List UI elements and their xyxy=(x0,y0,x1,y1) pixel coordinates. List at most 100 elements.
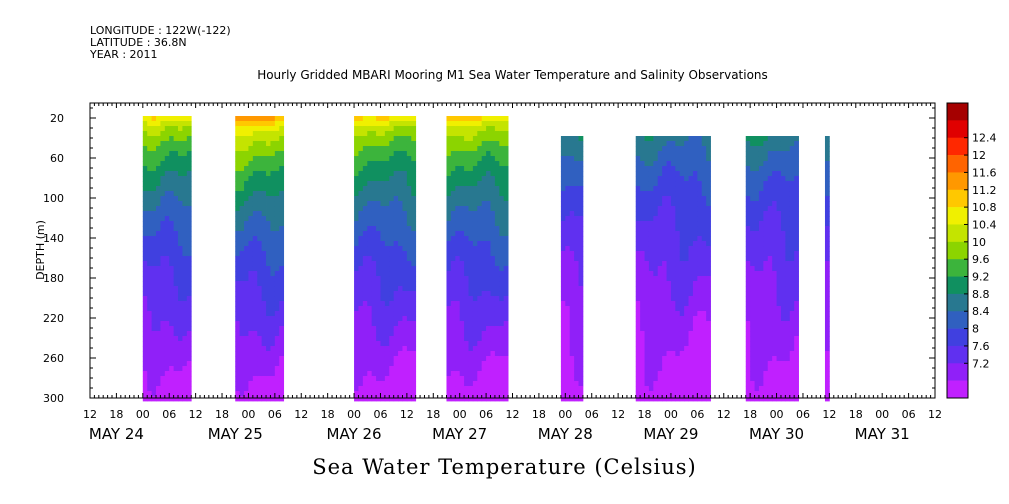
date-label: MAY 28 xyxy=(538,425,593,443)
x-tick-label: 00 xyxy=(664,408,678,421)
x-tick-label: 18 xyxy=(321,408,335,421)
x-tick-label: 00 xyxy=(241,408,255,421)
variable-label: Sea Water Temperature (Celsius) xyxy=(312,455,697,479)
x-tick-label: 12 xyxy=(83,408,97,421)
colorbar-swatch xyxy=(947,328,968,347)
date-label: MAY 30 xyxy=(749,425,804,443)
x-tick-label: 06 xyxy=(268,408,282,421)
colorbar-label: 10.8 xyxy=(972,201,997,214)
colorbar-label: 7.6 xyxy=(972,340,990,353)
x-tick-label: 06 xyxy=(690,408,704,421)
date-label: MAY 29 xyxy=(643,425,698,443)
colorbar-label: 11.2 xyxy=(972,184,997,197)
y-tick-label: 180 xyxy=(43,272,64,285)
latitude-label: LATITUDE : 36.8N xyxy=(90,36,187,49)
x-tick-label: 00 xyxy=(770,408,784,421)
x-tick-label: 12 xyxy=(506,408,520,421)
x-tick-label: 00 xyxy=(453,408,467,421)
colorbar-label: 10 xyxy=(972,236,986,249)
colorbar-label: 9.6 xyxy=(972,253,990,266)
colorbar-label: 10.4 xyxy=(972,218,997,231)
colorbar-swatch xyxy=(947,189,968,208)
colorbar-swatch xyxy=(947,241,968,260)
date-label: MAY 31 xyxy=(855,425,910,443)
x-tick-label: 06 xyxy=(585,408,599,421)
colorbar-swatch xyxy=(947,172,968,191)
data-block xyxy=(824,136,830,402)
y-tick-label: 260 xyxy=(43,352,64,365)
x-tick-label: 18 xyxy=(849,408,863,421)
x-tick-label: 06 xyxy=(373,408,387,421)
colorbar-swatch xyxy=(947,276,968,295)
x-tick-label: 12 xyxy=(928,408,942,421)
colorbar-swatch xyxy=(947,120,968,138)
year-label: YEAR : 2011 xyxy=(90,48,158,61)
x-axis: 12 18 00 06 12 18 00 06 12 18 00 06 12 18 00 06 12 18 00 06… xyxy=(83,103,942,443)
x-tick-label: 00 xyxy=(875,408,889,421)
colorbar-label: 8.8 xyxy=(972,288,990,301)
x-tick-label: 12 xyxy=(822,408,836,421)
x-tick-label: 06 xyxy=(902,408,916,421)
colorbar-label: 8 xyxy=(972,323,979,336)
y-axis-label: DEPTH (m) xyxy=(34,220,47,280)
data-block xyxy=(446,116,509,402)
chart-title: Hourly Gridded MBARI Mooring M1 Sea Wate… xyxy=(257,68,768,82)
y-tick-label: 220 xyxy=(43,312,64,325)
x-tick-label: 18 xyxy=(109,408,123,421)
y-tick-label: 140 xyxy=(43,232,64,245)
plot-background xyxy=(90,103,935,398)
x-tick-label: 18 xyxy=(532,408,546,421)
colorbar: 12.4 12 11.6 11.2 10.8 10.4 10 9.6 9.2 8.8 8.4 8 7.6… xyxy=(946,102,997,399)
x-tick-label: 00 xyxy=(558,408,572,421)
x-tick-label: 06 xyxy=(479,408,493,421)
x-tick-label: 06 xyxy=(796,408,810,421)
colorbar-swatch xyxy=(947,259,968,277)
x-tick-label: 12 xyxy=(189,408,203,421)
colorbar-swatch xyxy=(947,224,968,243)
x-tick-label: 12 xyxy=(400,408,414,421)
y-tick-label: 300 xyxy=(43,392,64,405)
x-tick-label: 00 xyxy=(347,408,361,421)
colorbar-label: 12.4 xyxy=(972,132,997,145)
data-block xyxy=(635,136,711,402)
x-tick-label: 06 xyxy=(162,408,176,421)
date-label: MAY 24 xyxy=(89,425,144,443)
colorbar-swatch xyxy=(947,207,968,225)
x-tick-label: 12 xyxy=(717,408,731,421)
y-tick-label: 20 xyxy=(50,112,64,125)
x-tick-label: 12 xyxy=(294,408,308,421)
data-block xyxy=(745,136,799,402)
x-tick-label: 12 xyxy=(611,408,625,421)
date-label: MAY 27 xyxy=(432,425,487,443)
plot-area xyxy=(89,102,936,402)
y-axis: 20 60 100 140 180 220 260 300 DEPTH (m) xyxy=(34,107,935,405)
colorbar-swatch xyxy=(947,155,968,173)
colorbar-swatch xyxy=(947,363,968,381)
x-tick-label: 00 xyxy=(136,408,150,421)
colorbar-frame xyxy=(946,102,969,399)
x-tick-label: 18 xyxy=(638,408,652,421)
x-tick-label: 18 xyxy=(743,408,757,421)
data-block xyxy=(142,116,192,402)
colorbar-label: 7.2 xyxy=(972,357,990,370)
colorbar-label: 11.6 xyxy=(972,166,997,179)
colorbar-swatch xyxy=(947,103,968,121)
colorbar-swatch xyxy=(947,293,968,312)
colorbar-swatch xyxy=(947,380,968,399)
x-tick-label: 18 xyxy=(215,408,229,421)
data-block xyxy=(235,116,285,402)
y-tick-label: 100 xyxy=(43,192,64,205)
colorbar-swatch xyxy=(947,345,968,364)
data-block xyxy=(354,116,417,402)
y-tick-label: 60 xyxy=(50,152,64,165)
colorbar-label: 8.4 xyxy=(972,305,990,318)
colorbar-swatch xyxy=(947,137,968,156)
colorbar-label: 12 xyxy=(972,149,986,162)
date-label: MAY 26 xyxy=(327,425,382,443)
colorbar-swatch xyxy=(947,311,968,329)
colorbar-label: 9.2 xyxy=(972,271,990,284)
longitude-label: LONGITUDE : 122W(-122) xyxy=(90,24,231,37)
date-label: MAY 25 xyxy=(208,425,263,443)
x-tick-label: 18 xyxy=(426,408,440,421)
